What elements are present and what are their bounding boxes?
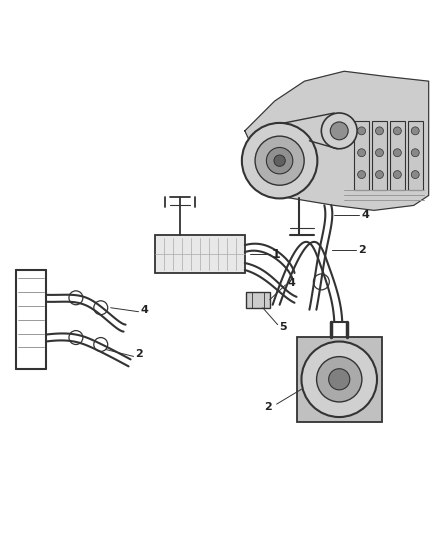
- Bar: [155, 235, 245, 273]
- Bar: [354, 121, 369, 190]
- Text: 2: 2: [135, 350, 143, 359]
- Circle shape: [375, 171, 383, 179]
- Circle shape: [357, 127, 366, 135]
- Text: 2: 2: [264, 402, 272, 412]
- Circle shape: [321, 113, 357, 149]
- Circle shape: [411, 127, 419, 135]
- Circle shape: [393, 149, 401, 157]
- Circle shape: [411, 149, 419, 157]
- Circle shape: [242, 123, 318, 198]
- Bar: [408, 121, 423, 190]
- Text: 4: 4: [288, 278, 296, 288]
- Text: 5: 5: [279, 321, 287, 332]
- Circle shape: [393, 127, 401, 135]
- Circle shape: [255, 136, 304, 185]
- Circle shape: [375, 127, 383, 135]
- Circle shape: [266, 148, 293, 174]
- Bar: [390, 121, 405, 190]
- Bar: [246, 292, 270, 308]
- Bar: [297, 336, 382, 422]
- Text: 4: 4: [141, 305, 148, 314]
- Polygon shape: [245, 71, 429, 211]
- Bar: [372, 121, 387, 190]
- Circle shape: [301, 342, 377, 417]
- Circle shape: [375, 149, 383, 157]
- Text: 2: 2: [358, 245, 366, 255]
- Text: 4: 4: [361, 211, 369, 220]
- Circle shape: [330, 122, 348, 140]
- Circle shape: [328, 369, 350, 390]
- Circle shape: [317, 357, 362, 402]
- Circle shape: [357, 171, 366, 179]
- Circle shape: [357, 149, 366, 157]
- Circle shape: [393, 171, 401, 179]
- Text: 1: 1: [272, 248, 280, 261]
- Circle shape: [274, 155, 285, 166]
- Circle shape: [411, 171, 419, 179]
